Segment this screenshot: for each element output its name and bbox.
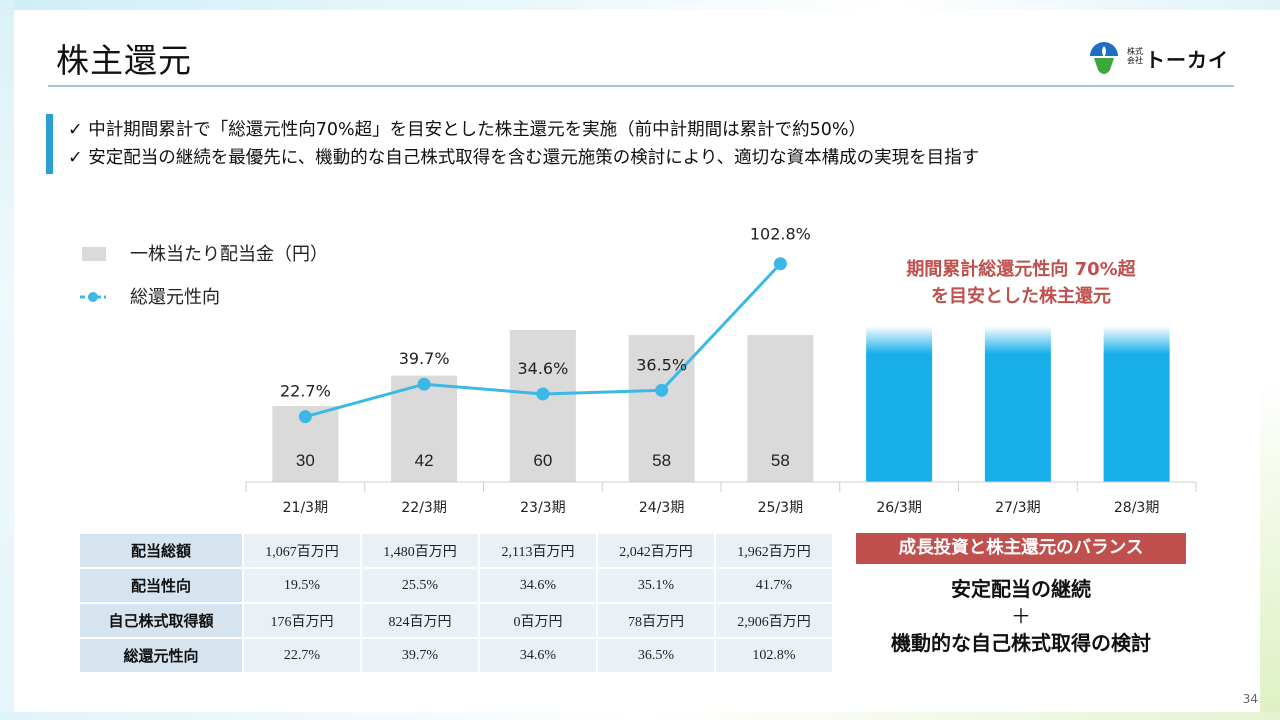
ratio-point [773,257,787,271]
legend-line-swatch [80,292,106,302]
table-cell: 34.6% [480,639,596,672]
balance-line-1: 安定配当の継続 [951,577,1091,601]
table-cell: 0百万円 [480,604,596,637]
background-top-gradient [0,0,1280,10]
bar [391,375,458,482]
x-tick-label: 25/3期 [758,500,803,516]
bar [628,335,695,482]
table-row-header: 自己株式取得額 [80,604,242,637]
table-row-header: 配当総額 [80,534,242,567]
ratio-point [298,410,312,424]
future-bar [1103,326,1170,482]
ratio-point [417,377,431,391]
table-cell: 2,042百万円 [598,534,714,567]
legend-bar-swatch [82,247,106,261]
title-divider [48,85,1234,87]
table-cell: 22.7% [244,639,360,672]
shareholder-return-table: 配当総額 1,067百万円 1,480百万円 2,113百万円 2,042百万円 1,96… [78,532,834,674]
table-cell: 1,962百万円 [716,534,832,567]
page-title: 株主還元 [56,41,192,80]
bullet-item: ✓ 安定配当の継続を最優先に、機動的な自己株式取得を含む還元施策の検討により、適… [68,148,980,168]
balance-header: 成長投資と株主還元のバランス [856,533,1186,564]
bullet-list: ✓ 中計期間累計で「総還元性向70%超」を目安とした株主還元を実施（前中計期間は… [68,116,979,172]
background-left-gradient [0,0,14,720]
company-logo-icon [1090,42,1118,74]
logo-name: トーカイ [1145,48,1229,72]
table-cell: 25.5% [362,569,478,602]
ratio-point [536,387,550,401]
background-bottom-gradient [0,712,1280,720]
future-bar [866,326,933,482]
bar-value-label: 42 [415,451,434,470]
balance-plus: ＋ [1011,604,1031,628]
bar [747,335,814,482]
legend-line-label: 総還元性向 [130,287,220,308]
x-tick-label: 28/3期 [1114,500,1159,516]
table-cell: 41.7% [716,569,832,602]
ratio-value-label: 22.7% [280,382,331,401]
ratio-point [655,383,669,397]
bullet-item: ✓ 中計期間累計で「総還元性向70%超」を目安とした株主還元を実施（前中計期間は… [68,120,867,140]
table-cell: 2,113百万円 [480,534,596,567]
ratio-value-label: 102.8% [750,225,811,244]
ratio-value-label: 34.6% [517,359,568,378]
ratio-value-label: 39.7% [399,349,450,368]
table-cell: 2,906百万円 [716,604,832,637]
table-cell: 102.8% [716,639,832,672]
x-tick-label: 24/3期 [639,500,684,516]
table-row: 配当総額 1,067百万円 1,480百万円 2,113百万円 2,042百万円 1,96… [80,534,832,567]
table-row-header: 配当性向 [80,569,242,602]
table-row: 総還元性向 22.7% 39.7% 34.6% 36.5% 102.8% [80,639,832,672]
table-cell: 35.1% [598,569,714,602]
future-bar [984,326,1051,482]
legend-bar-label: 一株当たり配当金（円） [130,244,328,265]
table-cell: 824百万円 [362,604,478,637]
logo-prefix: 株式会社 [1127,47,1143,65]
table-cell: 36.5% [598,639,714,672]
x-tick-label: 22/3期 [401,500,446,516]
bar [509,330,576,482]
callout-line-2: を目安とした株主還元 [931,286,1111,307]
bar-value-label: 30 [296,451,315,470]
table-cell: 34.6% [480,569,596,602]
table-cell: 19.5% [244,569,360,602]
x-tick-label: 26/3期 [876,500,921,516]
callout-line-1: 期間累計総還元性向 70%超 [906,259,1136,280]
bar-value-label: 60 [533,451,552,470]
table-row-header: 総還元性向 [80,639,242,672]
x-tick-label: 27/3期 [995,500,1040,516]
table-cell: 1,480百万円 [362,534,478,567]
page-number: 34 [1242,692,1258,706]
x-tick-label: 21/3期 [283,500,328,516]
bar-value-label: 58 [771,451,790,470]
table-row: 配当性向 19.5% 25.5% 34.6% 35.1% 41.7% [80,569,832,602]
background-right-gradient [1260,380,1280,720]
balance-line-2: 機動的な自己株式取得の検討 [891,631,1151,655]
x-tick-label: 23/3期 [520,500,565,516]
bullet-accent-bar [46,114,53,174]
table-cell: 78百万円 [598,604,714,637]
table-cell: 176百万円 [244,604,360,637]
table-cell: 39.7% [362,639,478,672]
table-row: 自己株式取得額 176百万円 824百万円 0百万円 78百万円 2,906百万円 [80,604,832,637]
table-cell: 1,067百万円 [244,534,360,567]
target-callout: 期間累計総還元性向 70%超 を目安とした株主還元 [862,256,1180,310]
balance-text: 安定配当の継続 ＋ 機動的な自己株式取得の検討 [856,576,1186,657]
bar-value-label: 58 [652,451,671,470]
ratio-value-label: 36.5% [636,355,687,374]
